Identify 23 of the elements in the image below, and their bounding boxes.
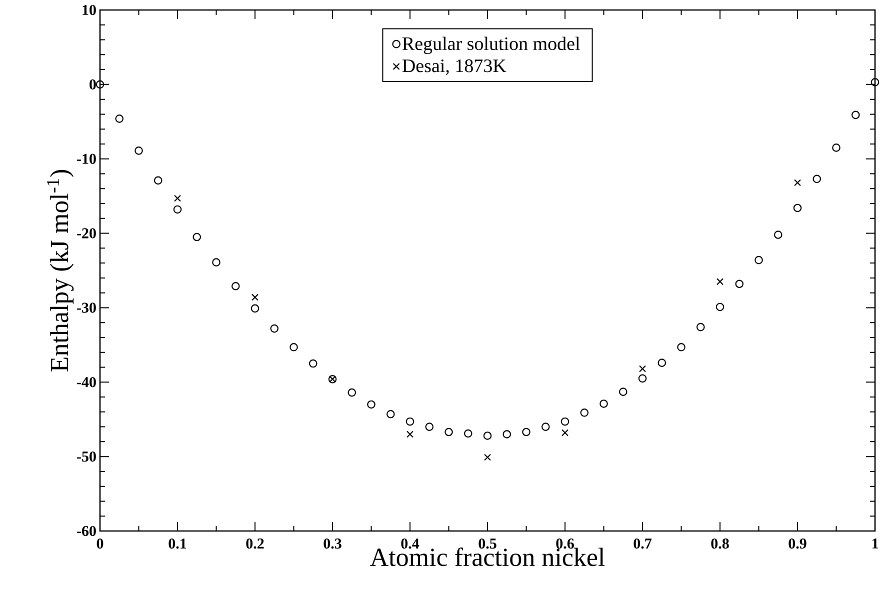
x-tick-label: 0.5 bbox=[478, 538, 496, 549]
x-tick-label: 0.4 bbox=[401, 538, 420, 549]
x-tick-label: 0.3 bbox=[324, 538, 342, 549]
x-tick-label: 0.7 bbox=[634, 538, 652, 549]
legend-label: Desai, 1873K bbox=[402, 59, 506, 75]
y-tick-label: 0 bbox=[90, 79, 96, 90]
y-tick-label: -60 bbox=[77, 526, 96, 536]
y-tick-label: -40 bbox=[77, 377, 96, 388]
y-tick-label: -20 bbox=[77, 228, 96, 238]
y-tick-label: -10 bbox=[77, 154, 96, 164]
x-tick-label: 1 bbox=[872, 538, 878, 548]
x-tick-label: 0.8 bbox=[711, 538, 729, 549]
x-tick-label: 0.2 bbox=[246, 538, 264, 549]
x-tick-label: 0.1 bbox=[168, 538, 186, 549]
x-tick-label: 0 bbox=[96, 538, 104, 549]
y-axis-title: Enthalpy (kJ mol$^{-1}$) bbox=[47, 170, 74, 372]
y-tick-label: -50 bbox=[77, 452, 96, 462]
x-tick-label: 0.6 bbox=[556, 538, 574, 549]
x-axis-title: Atomic fraction nickel bbox=[370, 548, 605, 566]
x-tick-label: 0.9 bbox=[788, 538, 806, 549]
y-tick-label: -30 bbox=[77, 302, 96, 313]
legend-label: Regular solution model bbox=[402, 36, 580, 54]
y-tick-label: 10 bbox=[82, 4, 96, 16]
